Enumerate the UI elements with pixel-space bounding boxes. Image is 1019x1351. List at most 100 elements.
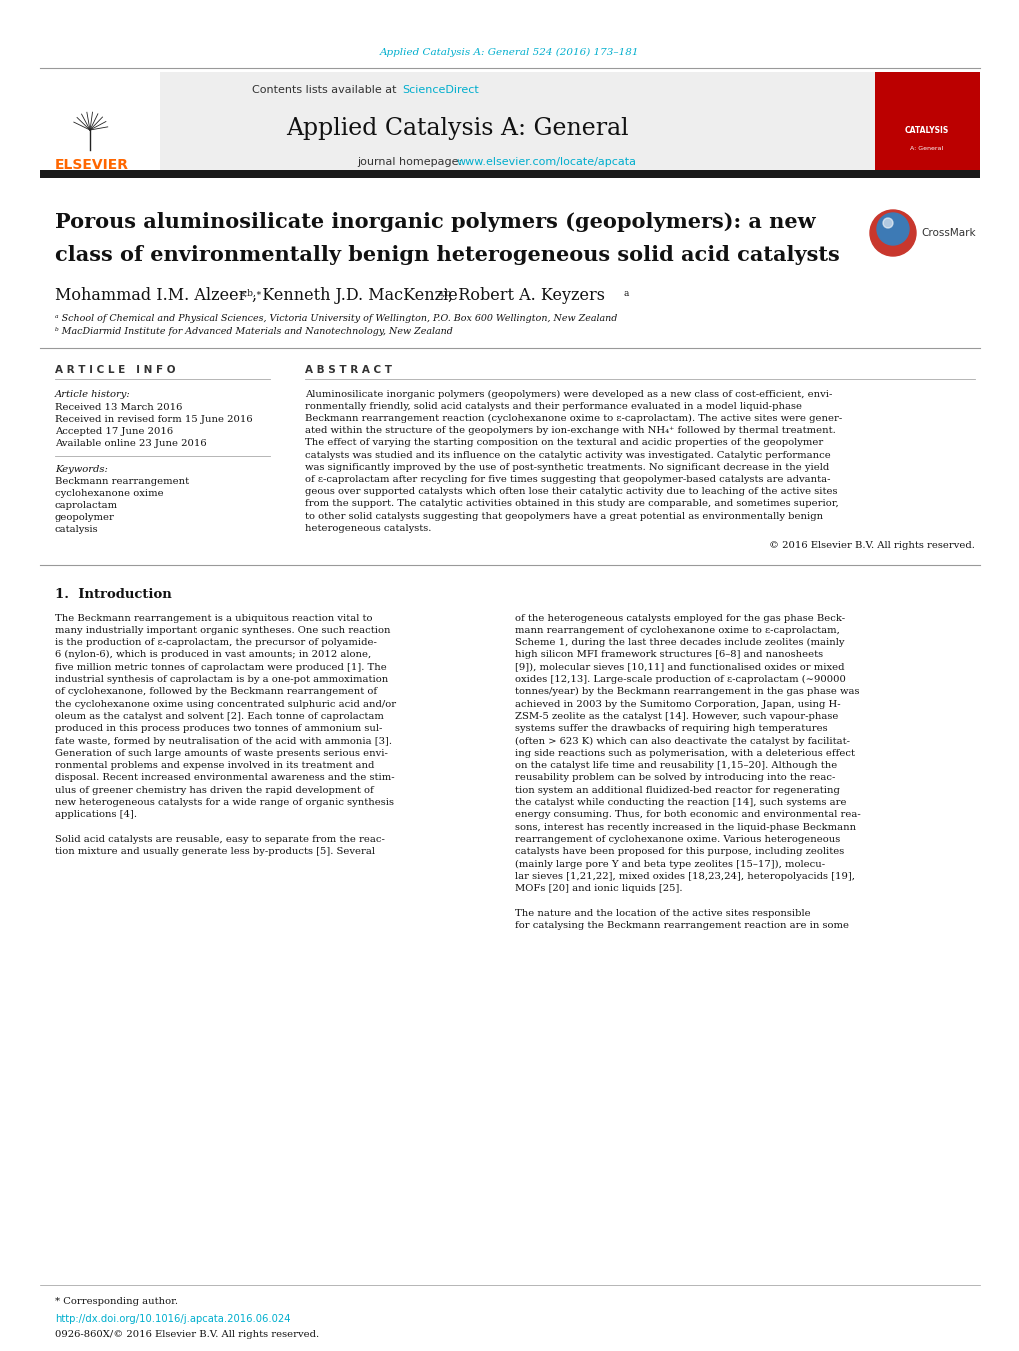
Text: Applied Catalysis A: General 524 (2016) 173–181: Applied Catalysis A: General 524 (2016) … — [380, 47, 639, 57]
Text: heterogeneous catalysts.: heterogeneous catalysts. — [305, 524, 431, 532]
Text: Article history:: Article history: — [55, 389, 130, 399]
Bar — [40, 72, 160, 176]
Text: (mainly large pore Y and beta type zeolites [15–17]), molecu-: (mainly large pore Y and beta type zeoli… — [515, 859, 824, 869]
Bar — [40, 72, 874, 176]
Text: applications [4].: applications [4]. — [55, 811, 137, 819]
Text: * Corresponding author.: * Corresponding author. — [55, 1297, 178, 1306]
Text: ulus of greener chemistry has driven the rapid development of: ulus of greener chemistry has driven the… — [55, 786, 373, 794]
Text: tion mixture and usually generate less by-products [5]. Several: tion mixture and usually generate less b… — [55, 847, 375, 857]
Text: ScienceDirect: ScienceDirect — [401, 85, 478, 95]
Text: The effect of varying the starting composition on the textural and acidic proper: The effect of varying the starting compo… — [305, 438, 822, 447]
Text: ing side reactions such as polymerisation, with a deleterious effect: ing side reactions such as polymerisatio… — [515, 748, 854, 758]
Text: Aluminosilicate inorganic polymers (geopolymers) were developed as a new class o: Aluminosilicate inorganic polymers (geop… — [305, 389, 832, 399]
Text: CATALYSIS: CATALYSIS — [904, 126, 949, 135]
Text: oleum as the catalyst and solvent [2]. Each tonne of caprolactam: oleum as the catalyst and solvent [2]. E… — [55, 712, 383, 721]
Text: 6 (nylon-6), which is produced in vast amounts; in 2012 alone,: 6 (nylon-6), which is produced in vast a… — [55, 650, 371, 659]
Text: is the production of ε-caprolactam, the precursor of polyamide-: is the production of ε-caprolactam, the … — [55, 638, 376, 647]
Text: class of environmentally benign heterogeneous solid acid catalysts: class of environmentally benign heteroge… — [55, 245, 839, 265]
Text: achieved in 2003 by the Sumitomo Corporation, Japan, using H-: achieved in 2003 by the Sumitomo Corpora… — [515, 700, 840, 709]
Circle shape — [869, 209, 915, 255]
Text: A R T I C L E   I N F O: A R T I C L E I N F O — [55, 365, 175, 376]
Text: catalysis: catalysis — [55, 524, 99, 534]
Text: industrial synthesis of caprolactam is by a one-pot ammoximation: industrial synthesis of caprolactam is b… — [55, 676, 388, 684]
Text: Generation of such large amounts of waste presents serious envi-: Generation of such large amounts of wast… — [55, 748, 387, 758]
Text: , Kenneth J.D. MacKenzie: , Kenneth J.D. MacKenzie — [252, 286, 458, 304]
Text: The nature and the location of the active sites responsible: The nature and the location of the activ… — [515, 909, 810, 917]
Text: Accepted 17 June 2016: Accepted 17 June 2016 — [55, 427, 173, 435]
Text: systems suffer the drawbacks of requiring high temperatures: systems suffer the drawbacks of requirin… — [515, 724, 826, 734]
Text: Available online 23 June 2016: Available online 23 June 2016 — [55, 439, 207, 447]
Text: ᵃ School of Chemical and Physical Sciences, Victoria University of Wellington, P: ᵃ School of Chemical and Physical Scienc… — [55, 313, 616, 323]
Text: fate waste, formed by neutralisation of the acid with ammonia [3].: fate waste, formed by neutralisation of … — [55, 736, 391, 746]
Text: cyclohexanone oxime: cyclohexanone oxime — [55, 489, 163, 497]
Text: Contents lists available at: Contents lists available at — [252, 85, 399, 95]
Text: high silicon MFI framework structures [6–8] and nanosheets: high silicon MFI framework structures [6… — [515, 650, 822, 659]
Text: tion system an additional fluidized-bed reactor for regenerating: tion system an additional fluidized-bed … — [515, 786, 839, 794]
Text: oxides [12,13]. Large-scale production of ε-caprolactam (∼90000: oxides [12,13]. Large-scale production o… — [515, 676, 845, 684]
Text: Beckmann rearrangement reaction (cyclohexanone oxime to ε-caprolactam). The acti: Beckmann rearrangement reaction (cyclohe… — [305, 413, 842, 423]
Text: geopolymer: geopolymer — [55, 512, 115, 521]
Text: to other solid catalysts suggesting that geopolymers have a great potential as e: to other solid catalysts suggesting that… — [305, 512, 822, 520]
Text: Beckmann rearrangement: Beckmann rearrangement — [55, 477, 189, 485]
Text: 1.  Introduction: 1. Introduction — [55, 588, 171, 600]
Text: Mohammad I.M. Alzeer: Mohammad I.M. Alzeer — [55, 286, 247, 304]
Text: disposal. Recent increased environmental awareness and the stim-: disposal. Recent increased environmental… — [55, 773, 394, 782]
Text: The Beckmann rearrangement is a ubiquitous reaction vital to: The Beckmann rearrangement is a ubiquito… — [55, 613, 372, 623]
Text: ronmentally friendly, solid acid catalysts and their performance evaluated in a : ronmentally friendly, solid acid catalys… — [305, 401, 801, 411]
Text: journal homepage:: journal homepage: — [357, 157, 465, 168]
Text: for catalysing the Beckmann rearrangement reaction are in some: for catalysing the Beckmann rearrangemen… — [515, 921, 848, 929]
Text: new heterogeneous catalysts for a wide range of organic synthesis: new heterogeneous catalysts for a wide r… — [55, 798, 393, 807]
Text: reusability problem can be solved by introducing into the reac-: reusability problem can be solved by int… — [515, 773, 835, 782]
Text: geous over supported catalysts which often lose their catalytic activity due to : geous over supported catalysts which oft… — [305, 488, 837, 496]
Text: 0926-860X/© 2016 Elsevier B.V. All rights reserved.: 0926-860X/© 2016 Elsevier B.V. All right… — [55, 1331, 319, 1339]
Text: Porous aluminosilicate inorganic polymers (geopolymers): a new: Porous aluminosilicate inorganic polymer… — [55, 212, 815, 232]
Text: a: a — [624, 289, 629, 299]
Text: the cyclohexanone oxime using concentrated sulphuric acid and/or: the cyclohexanone oxime using concentrat… — [55, 700, 395, 709]
Text: produced in this process produces two tonnes of ammonium sul-: produced in this process produces two to… — [55, 724, 382, 734]
Text: catalysts was studied and its influence on the catalytic activity was investigat: catalysts was studied and its influence … — [305, 450, 829, 459]
Text: on the catalyst life time and reusability [1,15–20]. Although the: on the catalyst life time and reusabilit… — [515, 761, 837, 770]
Text: mann rearrangement of cyclohexanone oxime to ε-caprolactam,: mann rearrangement of cyclohexanone oxim… — [515, 626, 839, 635]
Circle shape — [882, 218, 892, 228]
Text: energy consuming. Thus, for both economic and environmental rea-: energy consuming. Thus, for both economi… — [515, 811, 860, 819]
Text: Received 13 March 2016: Received 13 March 2016 — [55, 403, 182, 412]
Text: Received in revised form 15 June 2016: Received in revised form 15 June 2016 — [55, 415, 253, 423]
Bar — [874, 72, 979, 176]
Text: a,b,∗: a,b,∗ — [239, 289, 263, 299]
Text: caprolactam: caprolactam — [55, 500, 118, 509]
Text: was significantly improved by the use of post-synthetic treatments. No significa: was significantly improved by the use of… — [305, 462, 828, 471]
Text: [9]), molecular sieves [10,11] and functionalised oxides or mixed: [9]), molecular sieves [10,11] and funct… — [515, 663, 844, 671]
Text: sons, interest has recently increased in the liquid-phase Beckmann: sons, interest has recently increased in… — [515, 823, 855, 832]
Text: lar sieves [1,21,22], mixed oxides [18,23,24], heteropolyacids [19],: lar sieves [1,21,22], mixed oxides [18,2… — [515, 871, 854, 881]
Text: MOFs [20] and ionic liquids [25].: MOFs [20] and ionic liquids [25]. — [515, 884, 682, 893]
Text: ELSEVIER: ELSEVIER — [55, 158, 128, 172]
Text: a,b: a,b — [437, 289, 451, 299]
Text: http://dx.doi.org/10.1016/j.apcata.2016.06.024: http://dx.doi.org/10.1016/j.apcata.2016.… — [55, 1315, 290, 1324]
Text: Applied Catalysis A: General: Applied Catalysis A: General — [285, 116, 628, 139]
Text: of the heterogeneous catalysts employed for the gas phase Beck-: of the heterogeneous catalysts employed … — [515, 613, 845, 623]
Text: five million metric tonnes of caprolactam were produced [1]. The: five million metric tonnes of caprolacta… — [55, 663, 386, 671]
Text: (often > 623 K) which can also deactivate the catalyst by facilitat-: (often > 623 K) which can also deactivat… — [515, 736, 849, 746]
Text: © 2016 Elsevier B.V. All rights reserved.: © 2016 Elsevier B.V. All rights reserved… — [768, 540, 974, 550]
Text: A: General: A: General — [910, 146, 943, 150]
Text: Scheme 1, during the last three decades include zeolites (mainly: Scheme 1, during the last three decades … — [515, 638, 844, 647]
Text: ᵇ MacDiarmid Institute for Advanced Materials and Nanotechnology, New Zealand: ᵇ MacDiarmid Institute for Advanced Mate… — [55, 327, 452, 335]
Text: Solid acid catalysts are reusable, easy to separate from the reac-: Solid acid catalysts are reusable, easy … — [55, 835, 384, 844]
Circle shape — [876, 213, 908, 245]
Text: of ε-caprolactam after recycling for five times suggesting that geopolymer-based: of ε-caprolactam after recycling for fiv… — [305, 476, 829, 484]
Text: from the support. The catalytic activities obtained in this study are comparable: from the support. The catalytic activiti… — [305, 500, 838, 508]
Text: the catalyst while conducting the reaction [14], such systems are: the catalyst while conducting the reacti… — [515, 798, 846, 807]
Text: catalysts have been proposed for this purpose, including zeolites: catalysts have been proposed for this pu… — [515, 847, 844, 857]
Text: ronmental problems and expense involved in its treatment and: ronmental problems and expense involved … — [55, 761, 374, 770]
Text: tonnes/year) by the Beckmann rearrangement in the gas phase was: tonnes/year) by the Beckmann rearrangeme… — [515, 688, 859, 696]
Text: many industrially important organic syntheses. One such reaction: many industrially important organic synt… — [55, 626, 390, 635]
Text: ated within the structure of the geopolymers by ion-exchange with NH₄⁺ followed : ated within the structure of the geopoly… — [305, 426, 835, 435]
Text: of cyclohexanone, followed by the Beckmann rearrangement of: of cyclohexanone, followed by the Beckma… — [55, 688, 377, 696]
Text: rearrangement of cyclohexanone oxime. Various heterogeneous: rearrangement of cyclohexanone oxime. Va… — [515, 835, 840, 844]
Bar — [40, 170, 979, 178]
Text: Keywords:: Keywords: — [55, 465, 108, 473]
Text: www.elsevier.com/locate/apcata: www.elsevier.com/locate/apcata — [457, 157, 637, 168]
Text: ZSM-5 zeolite as the catalyst [14]. However, such vapour-phase: ZSM-5 zeolite as the catalyst [14]. Howe… — [515, 712, 838, 721]
Text: CrossMark: CrossMark — [920, 228, 974, 238]
Text: , Robert A. Keyzers: , Robert A. Keyzers — [447, 286, 604, 304]
